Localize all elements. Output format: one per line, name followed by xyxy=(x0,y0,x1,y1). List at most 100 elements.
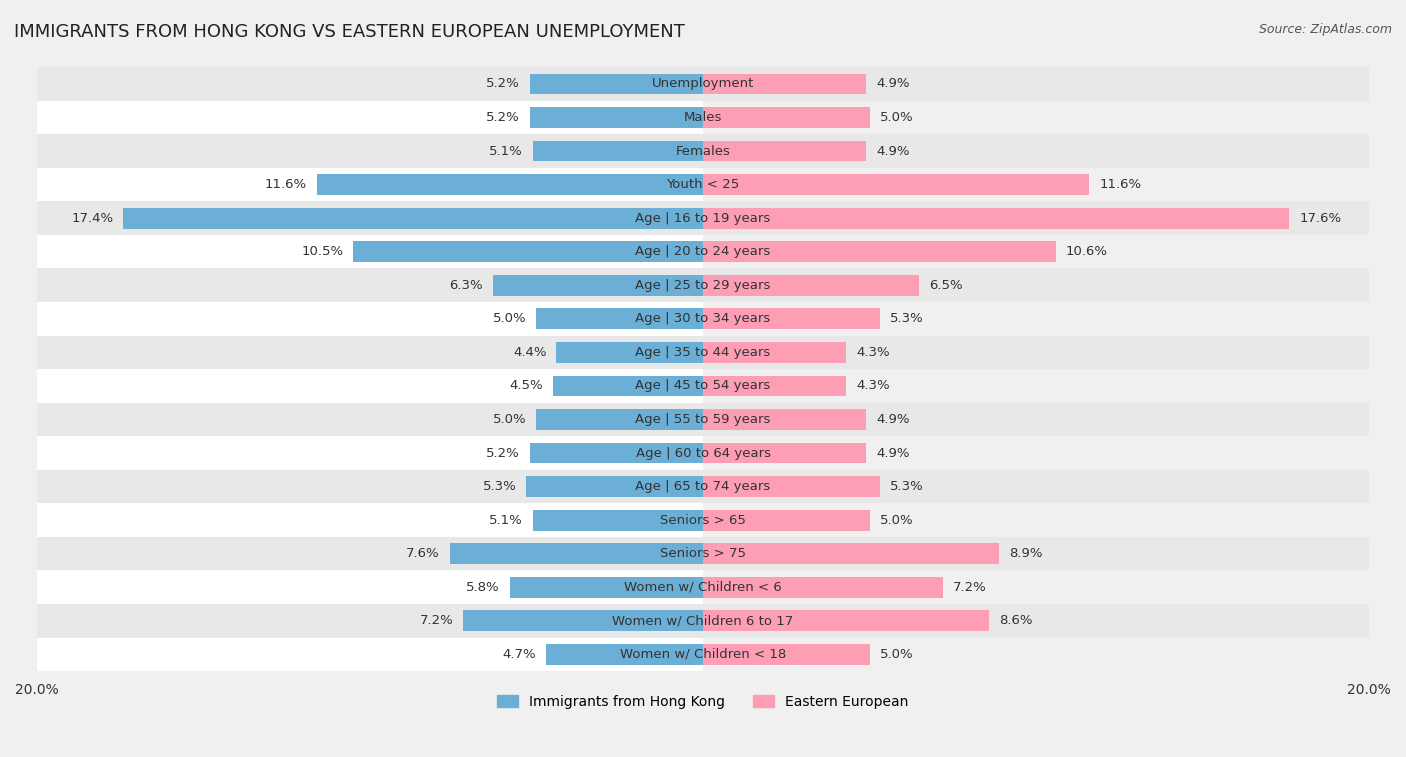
Bar xyxy=(703,174,1090,195)
Bar xyxy=(37,101,703,134)
Bar xyxy=(530,107,703,128)
Bar xyxy=(703,73,866,95)
Text: 6.3%: 6.3% xyxy=(450,279,484,291)
Bar xyxy=(37,537,703,571)
Text: Unemployment: Unemployment xyxy=(652,77,754,90)
Bar xyxy=(703,275,920,296)
Bar xyxy=(703,241,1056,262)
Text: Age | 25 to 29 years: Age | 25 to 29 years xyxy=(636,279,770,291)
Bar xyxy=(37,470,703,503)
Bar xyxy=(37,604,1369,637)
Bar xyxy=(37,168,703,201)
Bar xyxy=(533,509,703,531)
Text: 17.6%: 17.6% xyxy=(1299,212,1341,225)
Text: 4.7%: 4.7% xyxy=(503,648,537,661)
Text: 4.5%: 4.5% xyxy=(509,379,543,392)
Text: 5.0%: 5.0% xyxy=(494,413,526,426)
Bar xyxy=(530,73,703,95)
Text: 5.3%: 5.3% xyxy=(890,480,924,493)
Text: Age | 30 to 34 years: Age | 30 to 34 years xyxy=(636,313,770,326)
Bar xyxy=(537,308,703,329)
Bar xyxy=(703,544,1000,564)
Text: 7.2%: 7.2% xyxy=(419,615,453,628)
Bar xyxy=(533,141,703,161)
Bar xyxy=(37,67,1369,101)
Text: 5.1%: 5.1% xyxy=(489,514,523,527)
Bar xyxy=(703,308,880,329)
Text: Women w/ Children 6 to 17: Women w/ Children 6 to 17 xyxy=(613,615,793,628)
Bar xyxy=(703,107,869,128)
Text: 7.2%: 7.2% xyxy=(953,581,987,593)
Bar xyxy=(703,375,846,397)
Bar xyxy=(37,403,1369,436)
Text: Females: Females xyxy=(675,145,731,157)
Text: 11.6%: 11.6% xyxy=(264,178,307,191)
Bar xyxy=(37,436,703,470)
Bar xyxy=(124,207,703,229)
Bar xyxy=(37,604,703,637)
Bar xyxy=(37,470,1369,503)
Bar xyxy=(37,67,703,101)
Text: 5.3%: 5.3% xyxy=(890,313,924,326)
Bar xyxy=(494,275,703,296)
Legend: Immigrants from Hong Kong, Eastern European: Immigrants from Hong Kong, Eastern Europ… xyxy=(492,689,914,714)
Text: Women w/ Children < 6: Women w/ Children < 6 xyxy=(624,581,782,593)
Bar xyxy=(37,269,1369,302)
Text: 8.6%: 8.6% xyxy=(1000,615,1033,628)
Text: 5.0%: 5.0% xyxy=(880,514,912,527)
Text: Age | 60 to 64 years: Age | 60 to 64 years xyxy=(636,447,770,459)
Bar xyxy=(703,207,1289,229)
Text: 7.6%: 7.6% xyxy=(406,547,440,560)
Text: 4.9%: 4.9% xyxy=(876,447,910,459)
Text: Seniors > 65: Seniors > 65 xyxy=(659,514,747,527)
Text: 5.3%: 5.3% xyxy=(482,480,516,493)
Bar xyxy=(510,577,703,598)
Text: 4.9%: 4.9% xyxy=(876,77,910,90)
Bar xyxy=(37,235,703,269)
Bar xyxy=(703,610,990,631)
Text: 4.3%: 4.3% xyxy=(856,379,890,392)
Bar xyxy=(703,409,866,430)
Text: 5.2%: 5.2% xyxy=(486,111,520,124)
Text: Age | 55 to 59 years: Age | 55 to 59 years xyxy=(636,413,770,426)
Bar xyxy=(37,369,703,403)
Bar xyxy=(37,335,1369,369)
Text: Women w/ Children < 18: Women w/ Children < 18 xyxy=(620,648,786,661)
Text: Age | 20 to 24 years: Age | 20 to 24 years xyxy=(636,245,770,258)
Text: 5.0%: 5.0% xyxy=(880,111,912,124)
Text: 4.4%: 4.4% xyxy=(513,346,547,359)
Text: Males: Males xyxy=(683,111,723,124)
Text: 8.9%: 8.9% xyxy=(1010,547,1043,560)
Bar xyxy=(703,644,869,665)
Bar xyxy=(463,610,703,631)
Bar xyxy=(37,302,703,335)
Bar xyxy=(703,141,866,161)
Bar xyxy=(37,335,703,369)
Bar xyxy=(703,443,866,463)
Bar xyxy=(450,544,703,564)
Bar xyxy=(316,174,703,195)
Bar xyxy=(530,443,703,463)
Bar xyxy=(703,476,880,497)
Text: 4.3%: 4.3% xyxy=(856,346,890,359)
Bar xyxy=(537,409,703,430)
Bar xyxy=(37,403,703,436)
Bar xyxy=(37,134,1369,168)
Text: 6.5%: 6.5% xyxy=(929,279,963,291)
Text: Age | 45 to 54 years: Age | 45 to 54 years xyxy=(636,379,770,392)
Bar xyxy=(703,342,846,363)
Text: 5.1%: 5.1% xyxy=(489,145,523,157)
Bar xyxy=(557,342,703,363)
Bar xyxy=(37,571,703,604)
Bar xyxy=(553,375,703,397)
Text: Age | 65 to 74 years: Age | 65 to 74 years xyxy=(636,480,770,493)
Text: Seniors > 75: Seniors > 75 xyxy=(659,547,747,560)
Text: 10.5%: 10.5% xyxy=(301,245,343,258)
Text: 5.2%: 5.2% xyxy=(486,77,520,90)
Text: Youth < 25: Youth < 25 xyxy=(666,178,740,191)
Text: Age | 16 to 19 years: Age | 16 to 19 years xyxy=(636,212,770,225)
Bar xyxy=(37,537,1369,571)
Text: 5.0%: 5.0% xyxy=(880,648,912,661)
Bar xyxy=(703,577,943,598)
Text: 10.6%: 10.6% xyxy=(1066,245,1108,258)
